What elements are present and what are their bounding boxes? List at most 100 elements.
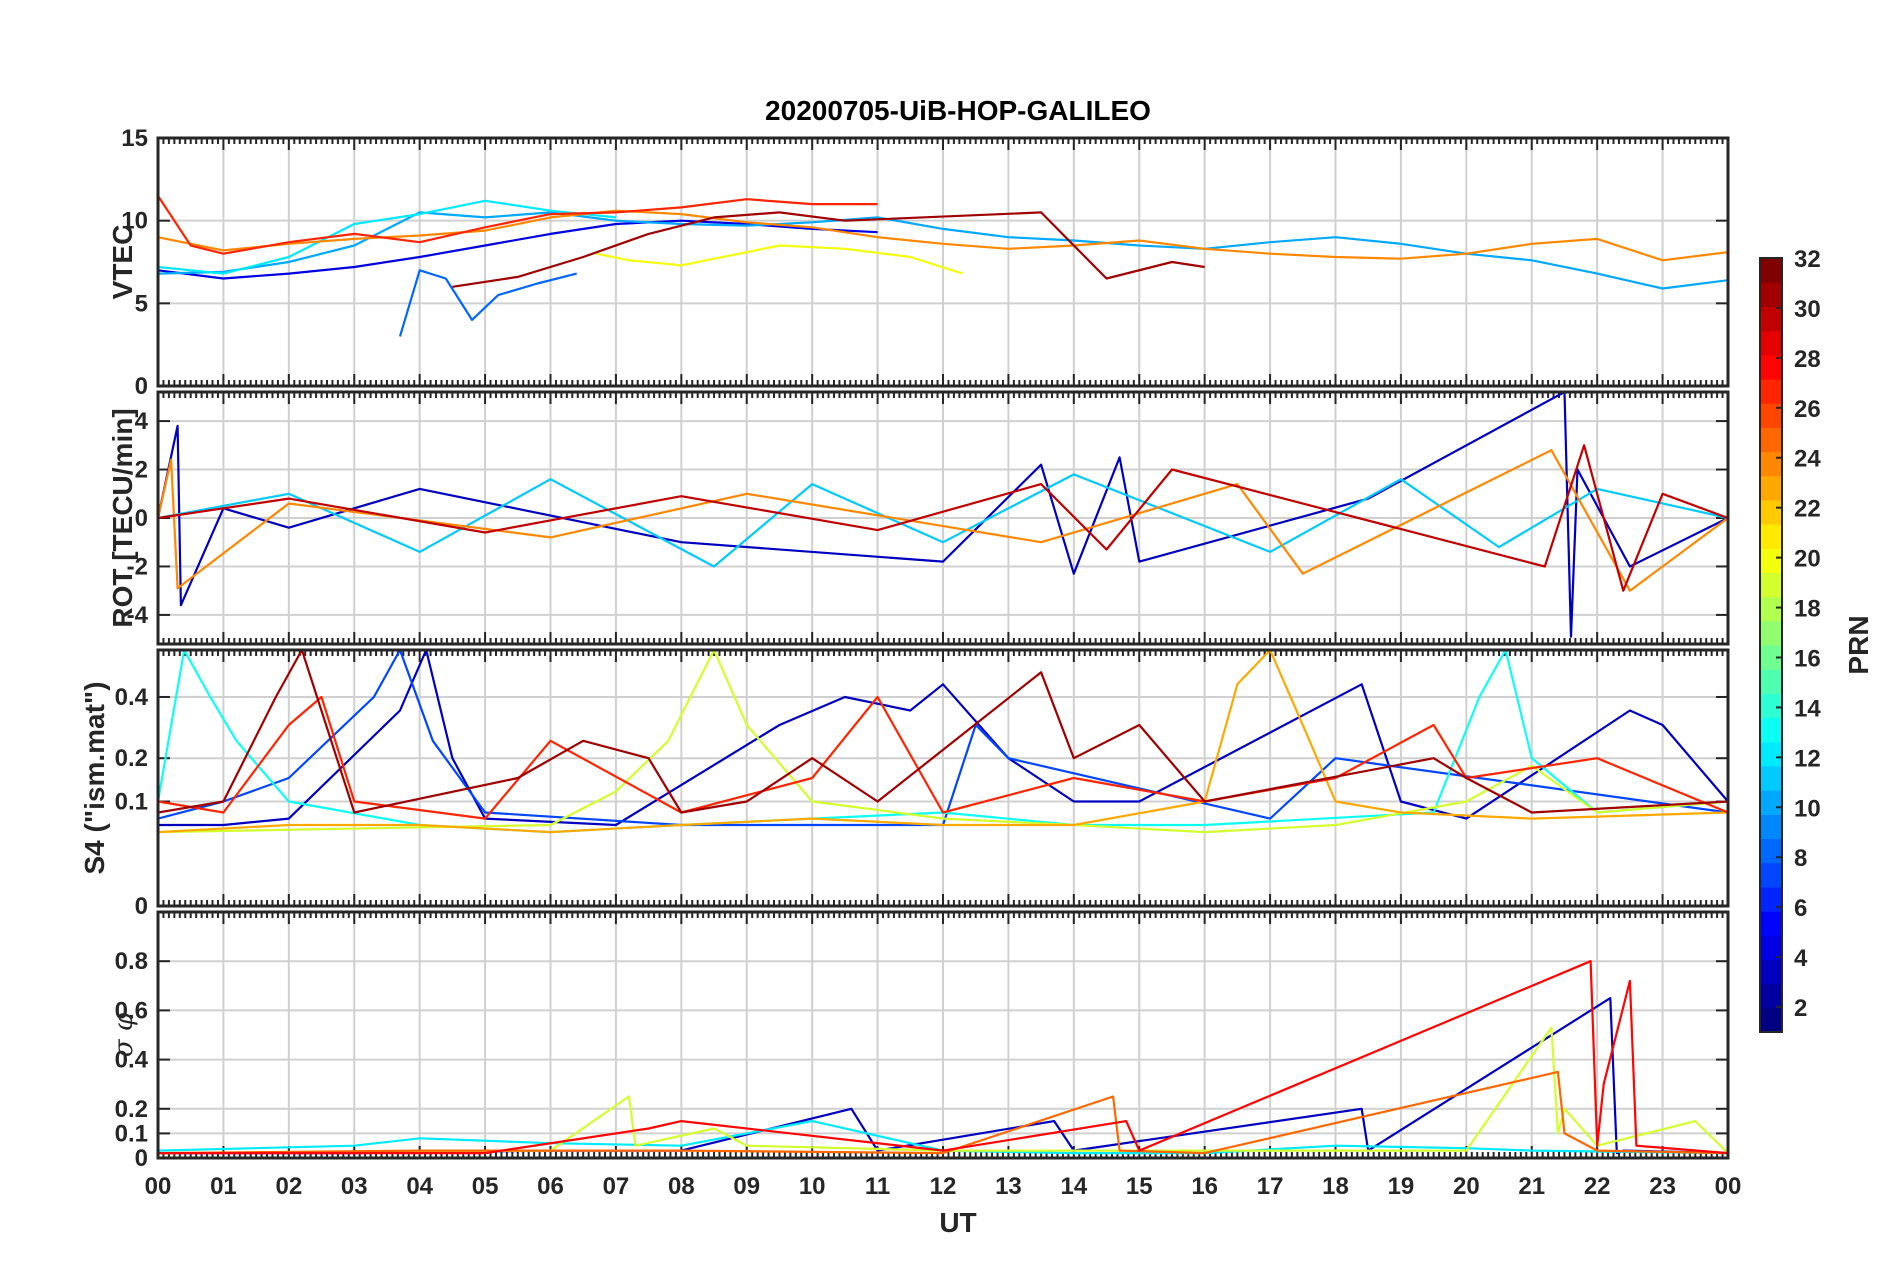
y-tick-label: 0.4 xyxy=(115,684,149,711)
y-tick-label: 0 xyxy=(135,1145,148,1172)
colorbar-band xyxy=(1760,596,1782,622)
colorbar-band xyxy=(1760,282,1782,307)
y-tick-label: 2 xyxy=(135,457,148,484)
x-tick-label: 19 xyxy=(1388,1173,1415,1200)
x-tick-label: 22 xyxy=(1584,1173,1611,1200)
y-tick-label: 4 xyxy=(135,408,149,435)
x-tick-label: 03 xyxy=(341,1173,368,1200)
y-tick-label: 0.2 xyxy=(115,1096,148,1123)
colorbar-tick-label: 6 xyxy=(1794,895,1807,922)
series-prn-19 xyxy=(158,1026,1728,1155)
colorbar-band xyxy=(1760,959,1782,985)
y-tick-label: 0 xyxy=(135,893,148,920)
colorbar-band xyxy=(1760,983,1782,1009)
colorbar-band xyxy=(1760,862,1782,888)
colorbar-tick-label: 24 xyxy=(1794,446,1821,473)
colorbar-tick-label: 2 xyxy=(1794,995,1807,1022)
y-tick-label: 15 xyxy=(121,125,148,152)
series-prn-31 xyxy=(158,650,1728,814)
y-tick-label: 0 xyxy=(135,505,148,532)
series-prn-30 xyxy=(158,444,1728,592)
x-tick-label: 11 xyxy=(865,1173,890,1200)
panel-vtec: 0 5 10 15 VTEC xyxy=(107,125,1730,400)
series-prn-7 xyxy=(158,650,1728,827)
colorbar-band xyxy=(1760,1007,1782,1033)
series-prn-27 xyxy=(158,695,1728,820)
colorbar-band xyxy=(1760,378,1782,404)
y-tick-label: 0 xyxy=(135,373,148,400)
y-tick-label: 10 xyxy=(121,208,148,235)
x-tick-label: 08 xyxy=(668,1173,695,1200)
series-group xyxy=(158,392,1728,638)
x-tick-label: 01 xyxy=(210,1173,237,1200)
y-tick-label: -4 xyxy=(127,602,149,629)
y-tick-label: 0.4 xyxy=(115,1047,149,1074)
y-tick-label: 0.6 xyxy=(115,997,148,1024)
series-prn-27 xyxy=(158,195,878,255)
colorbar-band xyxy=(1760,911,1782,936)
x-tick-label: 04 xyxy=(406,1173,433,1200)
colorbar-tick-label: 28 xyxy=(1794,346,1821,373)
series-group xyxy=(158,650,1728,834)
colorbar-band xyxy=(1760,403,1782,428)
colorbar-band xyxy=(1760,499,1782,525)
x-tick-label: 09 xyxy=(733,1173,760,1200)
colorbar-band xyxy=(1760,693,1782,719)
x-tick-label: 13 xyxy=(995,1173,1022,1200)
x-tick-label: 00 xyxy=(145,1173,172,1200)
colorbar-label: PRN xyxy=(1843,615,1874,674)
colorbar-band xyxy=(1760,330,1782,356)
colorbar-tick-label: 30 xyxy=(1794,296,1821,323)
colorbar-tick-label: 8 xyxy=(1794,845,1807,872)
series-prn-12 xyxy=(158,199,617,275)
series-prn-24 xyxy=(158,209,1728,262)
series-prn-19 xyxy=(158,650,1728,834)
colorbar-tick-label: 32 xyxy=(1794,246,1821,273)
x-tick-label: 07 xyxy=(603,1173,630,1200)
colorbar-tick-label: 22 xyxy=(1794,496,1821,523)
series-prn-23 xyxy=(158,650,1728,834)
x-tick-label: 17 xyxy=(1257,1173,1284,1200)
colorbar-tick-label: 14 xyxy=(1794,695,1821,722)
x-tick-label: 14 xyxy=(1060,1173,1087,1200)
y-tick-label: 0.2 xyxy=(115,745,148,772)
colorbar-tick-label: 4 xyxy=(1794,945,1808,972)
x-tick-label: 10 xyxy=(799,1173,826,1200)
colorbar-band xyxy=(1760,741,1782,767)
y-tick-label: 0.1 xyxy=(115,788,148,815)
series-prn-31 xyxy=(452,211,1205,288)
colorbar-band xyxy=(1760,258,1782,283)
x-axis-label: UT xyxy=(939,1207,976,1238)
x-tick-label: 06 xyxy=(537,1173,564,1200)
x-tick-label: 12 xyxy=(930,1173,957,1200)
colorbar-band xyxy=(1760,814,1782,840)
panel-sigma: 00.10.2 0.4 0.6 0.8 σ φ 00 01 02 03 04 05 06 07 08 09 1… xyxy=(109,910,1742,1200)
colorbar-band xyxy=(1760,524,1782,549)
colorbar-band xyxy=(1760,765,1782,791)
series-prn-13 xyxy=(158,650,1728,834)
x-tick-label: 00 xyxy=(1715,1173,1742,1200)
x-tick-label: 05 xyxy=(472,1173,499,1200)
colorbar-band xyxy=(1760,548,1782,574)
axes-frame xyxy=(156,390,1730,646)
colorbar-tick-label: 10 xyxy=(1794,795,1821,822)
colorbar-band xyxy=(1760,935,1782,961)
colorbar-frame xyxy=(1759,257,1783,1033)
colorbar-tick-label: 20 xyxy=(1794,546,1821,573)
colorbar-band xyxy=(1760,306,1782,332)
colorbar-tick-label: 18 xyxy=(1794,596,1821,623)
colorbar-band xyxy=(1760,790,1782,815)
axes-frame xyxy=(156,648,1730,908)
y-tick-label: -2 xyxy=(127,553,148,580)
series-prn-3 xyxy=(158,650,1728,827)
x-tick-label: 23 xyxy=(1649,1173,1676,1200)
series-group xyxy=(158,960,1728,1155)
x-tick-label: 15 xyxy=(1126,1173,1153,1200)
colorbar-band xyxy=(1760,451,1782,477)
axes-frame xyxy=(156,136,1730,388)
colorbar-band xyxy=(1760,620,1782,646)
y-axis-label: S4 ("ism.mat") xyxy=(79,681,110,874)
x-tick-label: 02 xyxy=(275,1173,302,1200)
colorbar-band xyxy=(1760,475,1782,501)
